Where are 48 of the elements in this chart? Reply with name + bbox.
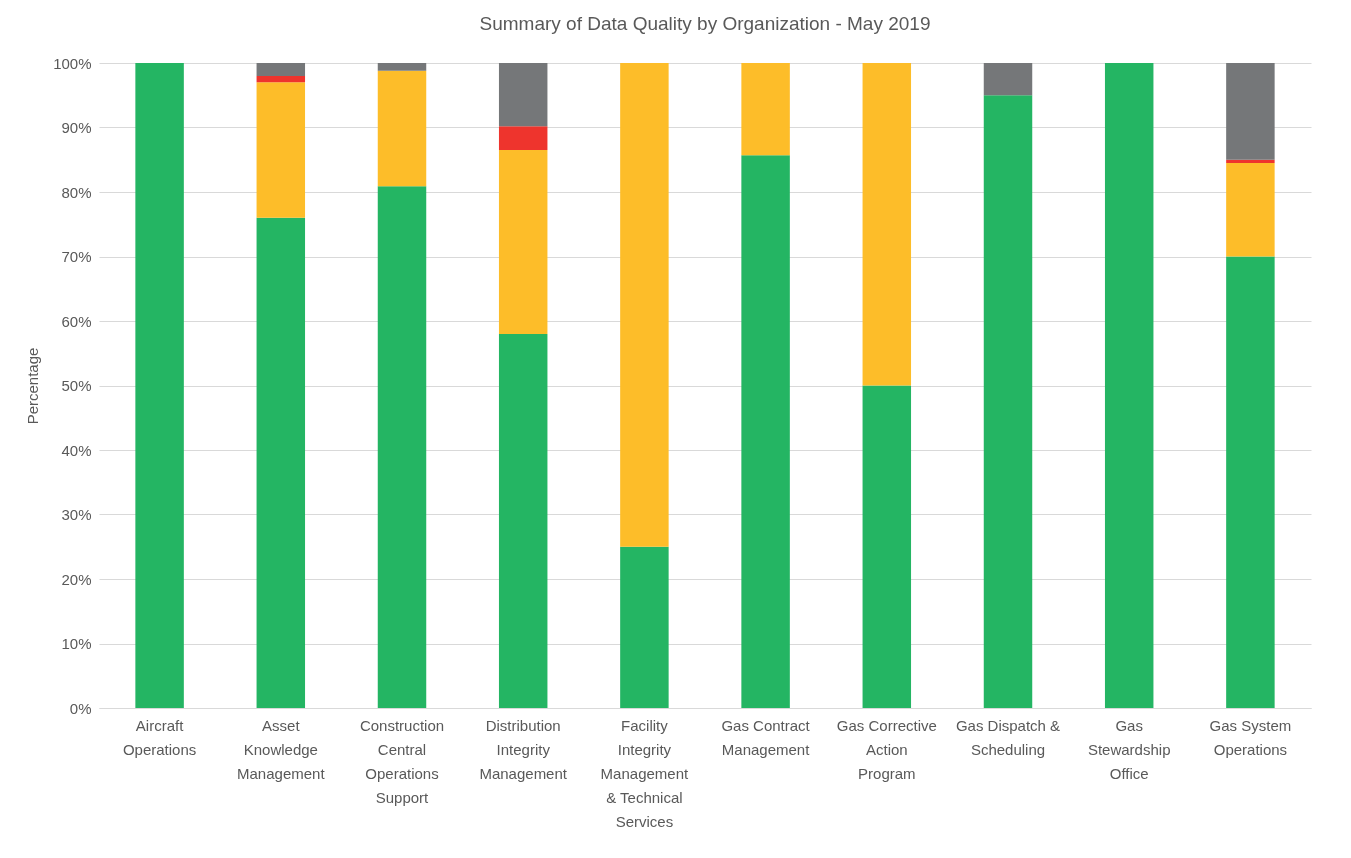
bar — [741, 63, 790, 156]
bar — [1226, 63, 1275, 160]
bar — [862, 63, 912, 386]
bar — [498, 150, 548, 334]
x-tick-label: Gas Stewardship Office — [1087, 716, 1171, 782]
bar — [498, 63, 548, 127]
bar — [498, 333, 548, 708]
bar — [256, 217, 306, 708]
x-tick-label: Gas Dispatch & Scheduling — [955, 716, 1061, 758]
bar — [135, 63, 184, 708]
y-tick-label: 0% — [69, 699, 92, 717]
y-tick-label: 80% — [61, 183, 92, 201]
bar — [620, 546, 669, 708]
bar — [256, 63, 306, 76]
x-tick-label: Aircraft Operations — [122, 716, 197, 758]
x-tick-label: Facility Integrity Management & Technical Services — [600, 716, 690, 830]
x-tick-label: Gas Corrective Action Program — [836, 716, 937, 782]
bar — [256, 75, 306, 83]
bar — [498, 126, 548, 151]
bar — [620, 63, 669, 547]
bar — [1226, 162, 1275, 257]
y-tick-label: 30% — [61, 506, 92, 523]
x-tick-label: Gas System Operations — [1209, 716, 1292, 758]
y-tick-label: 100% — [53, 54, 92, 72]
x-tick-label: Distribution Integrity Management — [479, 716, 568, 782]
x-tick-label: Asset Knowledge Management — [237, 716, 326, 782]
bar — [377, 70, 427, 187]
x-tick-label: Gas Contract Management — [721, 716, 811, 758]
bar — [862, 385, 912, 708]
x-tick-label: Construction Central Operations Support — [359, 716, 445, 806]
bar — [983, 95, 1033, 708]
y-tick-label: 50% — [61, 377, 92, 394]
bar — [983, 63, 1033, 96]
bar — [1226, 159, 1275, 163]
bar — [377, 186, 427, 708]
y-tick-label: 40% — [61, 441, 92, 459]
y-tick-label: 20% — [61, 570, 92, 588]
bar — [1226, 256, 1275, 708]
y-tick-label: 90% — [61, 119, 92, 136]
y-tick-label: 60% — [61, 312, 92, 330]
bar — [741, 155, 790, 708]
bar — [1104, 63, 1154, 708]
bar — [377, 63, 427, 71]
y-axis-title: Percentage — [24, 347, 42, 425]
bar — [256, 82, 306, 218]
y-tick-label: 10% — [61, 635, 92, 652]
chart-title: Summary of Data Quality by Organization - May 2019 — [479, 13, 931, 34]
y-tick-label: 70% — [61, 248, 92, 265]
